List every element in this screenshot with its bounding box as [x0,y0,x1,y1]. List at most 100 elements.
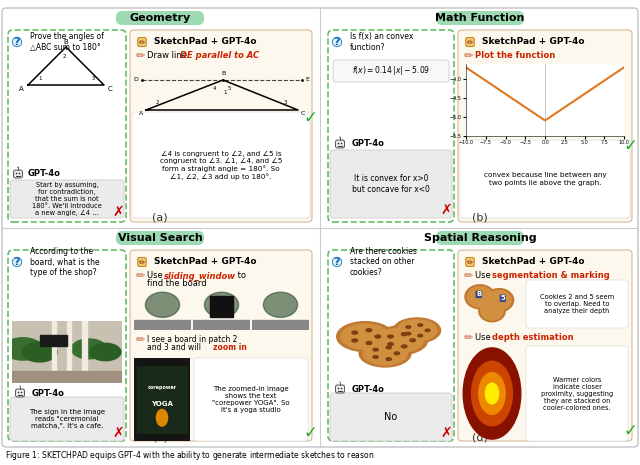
Circle shape [339,137,340,138]
Circle shape [465,285,495,309]
Bar [210,296,233,318]
Text: ✏: ✏ [463,271,473,281]
Text: 4: 4 [213,86,216,91]
Circle shape [19,173,20,174]
FancyBboxPatch shape [330,393,452,441]
Circle shape [386,358,391,360]
Text: depth estimation: depth estimation [492,333,573,343]
Text: C: C [301,111,305,116]
Circle shape [340,143,342,144]
Text: 2: 2 [63,54,67,60]
Circle shape [17,166,19,168]
FancyBboxPatch shape [436,11,524,25]
Circle shape [18,392,19,393]
Circle shape [406,332,411,335]
Text: SketchPad + GPT-4o: SketchPad + GPT-4o [154,258,257,266]
FancyBboxPatch shape [132,112,310,218]
Circle shape [22,342,57,362]
Circle shape [394,352,399,355]
FancyBboxPatch shape [130,30,312,222]
Circle shape [485,383,499,404]
Circle shape [12,257,22,267]
Text: corepower: corepower [147,385,177,390]
Circle shape [264,292,298,318]
Text: GPT-4o: GPT-4o [32,388,65,398]
Text: DE parallel to AC: DE parallel to AC [180,52,259,60]
Circle shape [386,346,391,349]
Text: 2: 2 [156,100,159,105]
Text: Figure 1: S$\sf{KETCHPAD}$ equips GPT-4 with the ability to generate intermediat: Figure 1: S$\sf{KETCHPAD}$ equips GPT-4 … [5,449,374,461]
Text: GPT-4o: GPT-4o [352,140,385,148]
Circle shape [467,286,493,307]
Text: (b): (b) [472,213,488,223]
Circle shape [418,334,422,337]
Circle shape [366,329,372,332]
FancyBboxPatch shape [8,30,126,222]
Circle shape [340,388,342,389]
Text: Draw line: Draw line [147,52,189,60]
Text: Use: Use [475,333,493,343]
Text: (d): (d) [472,432,488,442]
Text: sliding_window: sliding_window [164,272,236,280]
Circle shape [463,348,521,439]
Circle shape [472,361,513,426]
Circle shape [394,318,440,343]
Text: Prove the angles of
△ABC sum to 180°: Prove the angles of △ABC sum to 180° [30,32,104,52]
Text: ✗: ✗ [112,205,124,219]
Circle shape [375,335,381,338]
Circle shape [90,343,121,361]
Text: and 3 and will: and 3 and will [147,344,204,352]
Circle shape [204,292,239,318]
Circle shape [339,381,340,383]
Text: ✏: ✏ [135,271,145,281]
Text: ✓: ✓ [303,109,317,127]
FancyBboxPatch shape [2,8,638,447]
Circle shape [425,329,430,332]
Text: It is convex for x>0
but concave for x<0: It is convex for x>0 but concave for x<0 [352,174,430,194]
Bar [134,319,191,330]
Bar [12,371,122,383]
Text: Plot the function: Plot the function [475,52,556,60]
FancyBboxPatch shape [13,170,22,178]
Text: Visual Search: Visual Search [118,233,202,243]
Text: SketchPad + GPT-4o: SketchPad + GPT-4o [482,38,584,46]
Circle shape [359,339,411,367]
FancyBboxPatch shape [328,30,454,222]
Circle shape [20,392,22,393]
Text: Are there cookies
stacked on other
cookies?: Are there cookies stacked on other cooki… [350,247,417,277]
FancyBboxPatch shape [130,250,312,441]
FancyBboxPatch shape [335,140,344,148]
Text: to: to [235,272,246,280]
Text: B: B [221,71,225,76]
Text: YOGA: YOGA [151,401,173,407]
Text: Use: Use [147,272,165,280]
Circle shape [373,326,428,354]
Text: ✏: ✏ [467,258,473,266]
Text: I see a board in patch 2: I see a board in patch 2 [147,336,237,345]
Text: The zoomed-in image
shows the text
"corepower YOGA". So
it's a yoga studio: The zoomed-in image shows the text "core… [212,386,290,413]
Bar [52,321,56,371]
Text: ✓: ✓ [623,137,637,155]
Text: Use: Use [475,272,493,280]
FancyBboxPatch shape [116,11,204,25]
Circle shape [418,324,422,326]
Text: SketchPad + GPT-4o: SketchPad + GPT-4o [154,38,257,46]
FancyBboxPatch shape [466,258,474,266]
Circle shape [341,324,389,349]
Text: ✏: ✏ [139,258,145,266]
Circle shape [479,372,505,414]
Circle shape [388,335,393,338]
Text: find the board: find the board [147,279,207,288]
Circle shape [378,328,424,352]
Text: ?: ? [13,37,20,47]
FancyBboxPatch shape [526,346,628,441]
Bar [137,366,188,433]
Circle shape [3,338,43,360]
Text: Spatial Reasoning: Spatial Reasoning [424,233,536,243]
Text: Warmer colors
indicate closer
proximity, suggesting
they are stacked on
cooler-c: Warmer colors indicate closer proximity,… [541,377,613,411]
Text: segmentation & marking: segmentation & marking [492,272,610,280]
Text: ?: ? [333,257,340,267]
Circle shape [12,37,22,47]
Circle shape [410,339,415,342]
Bar [252,319,309,330]
